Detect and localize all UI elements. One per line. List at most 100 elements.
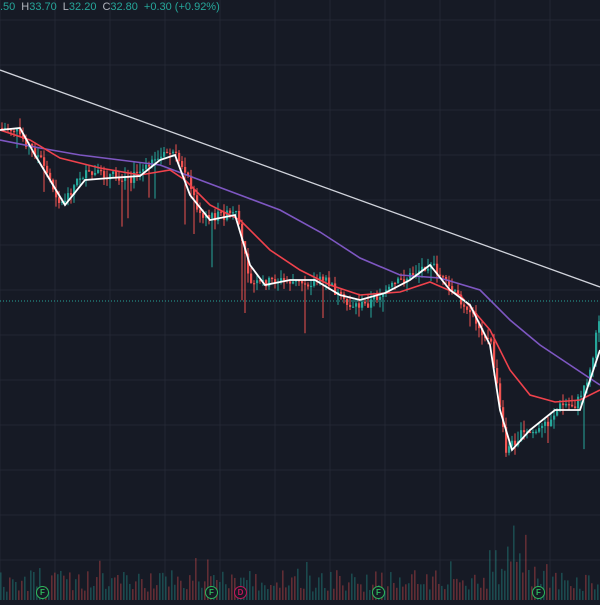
volume-bar	[159, 573, 161, 600]
candle-body	[265, 280, 268, 287]
candle-body	[1, 128, 4, 130]
volume-bar	[258, 590, 260, 600]
volume-bar	[501, 568, 503, 600]
volume-bar	[303, 588, 305, 600]
volume-bar	[297, 568, 299, 600]
candle-body	[376, 296, 379, 300]
volume-bar	[543, 570, 545, 600]
candle-body	[226, 210, 229, 220]
volume-bar	[579, 588, 581, 600]
volume-bar	[351, 573, 353, 600]
volume-bar	[6, 591, 8, 600]
volume-bar	[174, 584, 176, 600]
candle-body	[280, 278, 283, 282]
candle-body	[535, 431, 538, 433]
volume-bar	[390, 572, 392, 600]
candle-body	[163, 151, 166, 157]
close-label: C	[102, 1, 111, 13]
volume-bar	[162, 572, 164, 600]
candle-body	[511, 440, 514, 447]
volume-bar	[531, 586, 533, 600]
volume-bar	[81, 588, 83, 600]
financials-event-icon[interactable]: F	[532, 586, 545, 599]
volume-bar	[177, 576, 179, 600]
volume-bar	[156, 585, 158, 600]
volume-bar	[453, 579, 455, 600]
volume-bar	[435, 570, 437, 600]
candle-body	[469, 309, 472, 313]
candle-body	[82, 178, 85, 180]
candle-body	[439, 274, 442, 277]
candle-body	[550, 419, 553, 427]
candle-body	[436, 263, 439, 275]
candle-body	[190, 175, 193, 189]
candle-body	[523, 430, 526, 433]
volume-bar	[288, 585, 290, 600]
volume-bar	[111, 578, 113, 600]
volume-bar	[405, 584, 407, 600]
candle-body	[157, 158, 160, 160]
candle-body	[571, 404, 574, 407]
volume-bar	[318, 577, 320, 600]
dividend-event-icon[interactable]: D	[234, 586, 247, 599]
candle-body	[46, 165, 49, 173]
volume-bar	[27, 590, 29, 600]
candle-body	[55, 189, 58, 198]
candle-body	[133, 171, 136, 183]
candle-body	[346, 298, 349, 305]
volume-bar	[423, 584, 425, 600]
candle-body	[34, 147, 37, 157]
candle-body	[40, 155, 43, 158]
candle-body	[364, 301, 367, 304]
trendline[interactable]	[0, 69, 600, 288]
financials-event-icon[interactable]: F	[372, 586, 385, 599]
candle-body	[148, 164, 151, 167]
volume-bar	[144, 588, 146, 600]
candle-body	[325, 277, 328, 281]
candle-body	[391, 282, 394, 287]
volume-bar	[573, 588, 575, 600]
candle-body	[184, 166, 187, 173]
financials-event-icon[interactable]: F	[36, 586, 49, 599]
volume-bar	[321, 573, 323, 600]
financials-event-icon[interactable]: F	[205, 586, 218, 599]
candle-body	[397, 278, 400, 283]
candle-body	[232, 212, 235, 214]
volume-bar	[249, 571, 251, 600]
candle-body	[85, 170, 88, 179]
volume-bar	[96, 577, 98, 600]
candle-body	[589, 369, 592, 383]
volume-bar	[477, 583, 479, 600]
candle-body	[349, 304, 352, 307]
volume-bar	[420, 584, 422, 600]
volume-bar	[363, 591, 365, 600]
candle-body	[202, 212, 205, 218]
candle-body	[493, 341, 496, 369]
volume-bar	[504, 570, 506, 600]
candle-body	[313, 280, 316, 286]
volume-bar	[348, 582, 350, 600]
volume-bar	[315, 587, 317, 600]
volume-bar	[0, 572, 2, 600]
volume-bar	[594, 589, 596, 600]
candle-body	[595, 332, 598, 359]
volume-bar	[438, 583, 440, 600]
volume-bar	[300, 587, 302, 600]
volume-bar	[582, 590, 584, 600]
volume-bar	[51, 575, 53, 600]
volume-bar	[21, 580, 23, 600]
candle-body	[268, 277, 271, 287]
low-value: 32.20	[68, 1, 97, 13]
volume-bar	[285, 587, 287, 600]
candle-body	[367, 303, 370, 308]
candle-body	[532, 431, 535, 434]
volume-bar	[507, 546, 509, 600]
volume-bar	[165, 576, 167, 600]
volume-bar	[585, 574, 587, 600]
volume-bar	[222, 571, 224, 600]
volume-bar	[141, 579, 143, 600]
candle-body	[166, 151, 169, 154]
candle-body	[556, 410, 559, 416]
